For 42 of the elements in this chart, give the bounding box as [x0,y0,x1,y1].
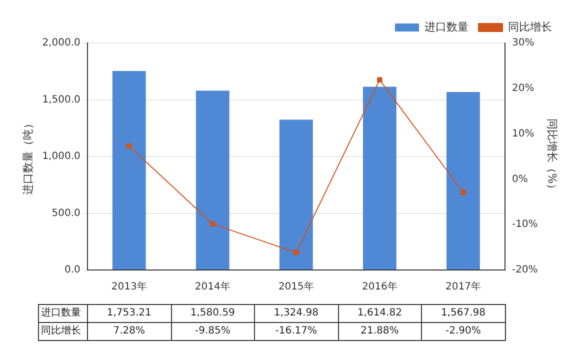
y2-axis-title: 同比增长（%） [546,118,559,195]
point [377,77,382,82]
bar [279,120,313,270]
y2-tick-label: 10% [512,128,534,140]
data-label: 1,567.98 [440,308,486,319]
data-label: -9.85% [194,326,230,337]
y-tick-label: 1,000.0 [42,151,80,162]
data-label: -2.90% [446,326,481,337]
x-tick-label: 2017年 [445,280,481,293]
point [460,190,466,195]
bar [112,71,146,270]
x-tick-label: 2015年 [278,280,314,293]
y2-tick-label: -10% [512,219,538,230]
y2-tick-label: -20% [512,264,538,276]
data-label: 1,753.21 [106,308,152,319]
data-label: 1,614.82 [357,308,402,319]
bar [362,86,396,270]
x-tick-label: 2014年 [194,280,230,293]
data-label: -16.17% [275,326,318,337]
y-tick-label: 500.0 [52,208,80,219]
y2-tick-label: 20% [512,82,534,94]
data-label: 7.28% [113,326,146,337]
data-label: 1,580.59 [190,308,235,319]
x-tick-label: 2016年 [362,280,398,293]
y-axis-title: 进口数量（吨） [21,118,34,195]
bar [446,92,480,270]
y-tick-label: 0.0 [64,264,80,276]
y2-tick-label: 30% [512,38,534,49]
point [126,144,132,149]
text: 同比增长 [41,326,81,337]
bar [196,90,230,270]
point [294,250,299,256]
point [210,221,216,227]
text: 进口数量 [41,308,81,319]
y-tick-label: 1,500.0 [42,94,80,106]
y2-tick-label: 0% [512,174,528,185]
data-label: 1,324.98 [274,308,318,319]
legend-label: 进口数量 [424,20,468,34]
y-tick-label: 2,000.0 [42,38,80,49]
data-label: 21.88% [360,326,399,337]
x-tick-label: 2013年 [111,280,147,293]
legend-label: 同比增长 [508,20,552,34]
